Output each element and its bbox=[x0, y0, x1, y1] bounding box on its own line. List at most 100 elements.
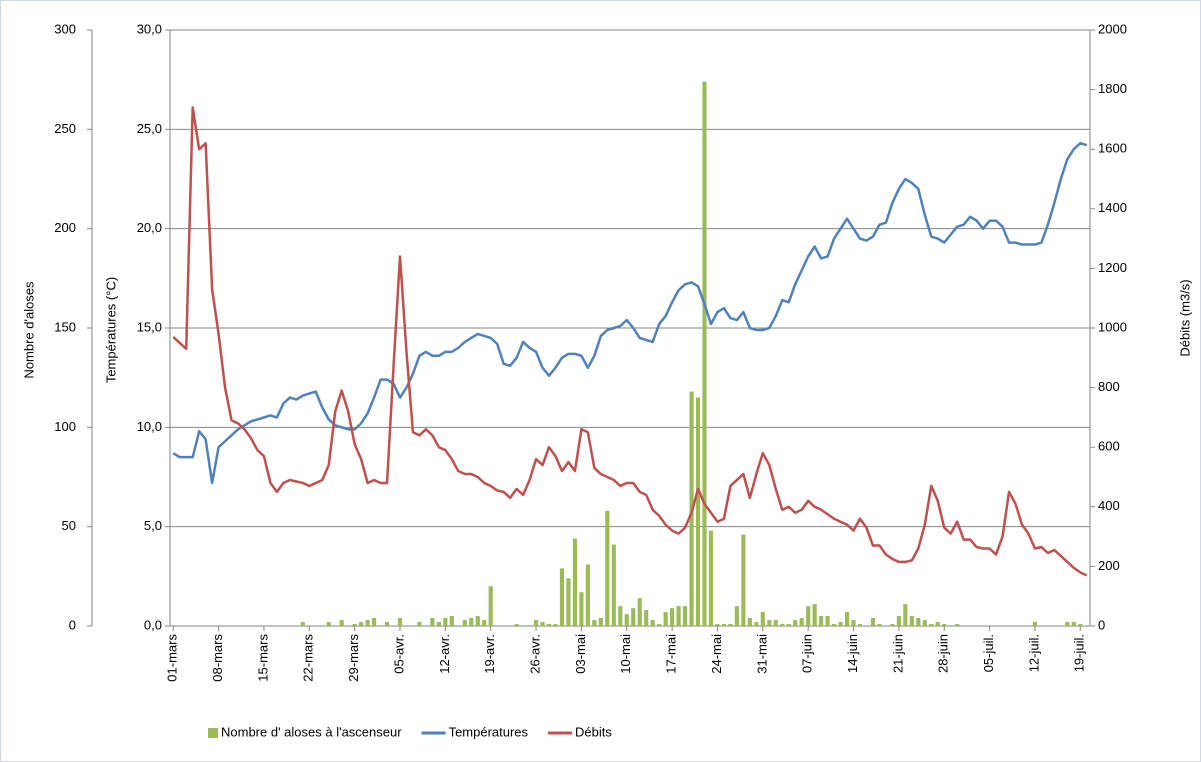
y-tick-label: 20,0 bbox=[137, 220, 162, 235]
bar bbox=[585, 564, 590, 626]
bar bbox=[514, 624, 519, 626]
legend-label: Nombre d' aloses à l'ascenseur bbox=[221, 724, 402, 739]
bar bbox=[682, 606, 688, 626]
x-tick-label: 12-avr. bbox=[437, 634, 452, 674]
bar bbox=[352, 624, 357, 626]
bar bbox=[909, 616, 914, 626]
y-axis-title: Températures (°C) bbox=[103, 277, 118, 383]
legend-label: Débits bbox=[575, 724, 612, 739]
bar bbox=[533, 620, 539, 626]
bar bbox=[670, 608, 675, 626]
bar bbox=[708, 530, 714, 626]
bar bbox=[436, 622, 441, 626]
y-tick-label: 0,0 bbox=[144, 617, 162, 632]
x-tick-label: 12-juil. bbox=[1026, 634, 1041, 672]
y3-tick-label: 50 bbox=[62, 518, 76, 533]
bar bbox=[546, 624, 552, 626]
y2-tick-label: 1200 bbox=[1098, 260, 1127, 275]
x-tick-label: 17-mai bbox=[664, 634, 679, 674]
bar bbox=[657, 624, 662, 626]
x-tick-label: 29-mars bbox=[346, 634, 361, 682]
bar bbox=[773, 620, 778, 626]
bar bbox=[579, 592, 584, 626]
bar bbox=[935, 622, 940, 626]
y2-axis-title: Débits (m3/s) bbox=[1177, 279, 1192, 356]
x-tick-label: 08-mars bbox=[210, 634, 225, 682]
bar bbox=[384, 622, 390, 626]
bar bbox=[767, 620, 772, 626]
bar bbox=[644, 610, 649, 626]
bar bbox=[540, 622, 545, 626]
y-tick-label: 25,0 bbox=[137, 121, 162, 136]
bar bbox=[741, 534, 746, 626]
bar bbox=[372, 618, 377, 626]
bar bbox=[624, 614, 629, 626]
line-series bbox=[172, 106, 1088, 577]
y-tick-label: 5,0 bbox=[144, 518, 162, 533]
x-tick-label: 19-juil. bbox=[1072, 634, 1087, 672]
bar bbox=[734, 606, 739, 626]
bar bbox=[1071, 622, 1076, 626]
bar bbox=[896, 616, 901, 626]
line-series bbox=[172, 141, 1088, 485]
y-tick-label: 10,0 bbox=[137, 419, 162, 434]
y2-tick-label: 800 bbox=[1098, 379, 1120, 394]
x-tick-label: 05-avr. bbox=[391, 634, 406, 674]
bar bbox=[443, 618, 448, 626]
y2-tick-label: 400 bbox=[1098, 498, 1120, 513]
y3-tick-label: 300 bbox=[54, 21, 76, 36]
bar bbox=[793, 620, 798, 626]
bar bbox=[1065, 622, 1070, 626]
bar bbox=[339, 620, 344, 626]
bar bbox=[922, 620, 927, 626]
x-tick-label: 31-mai bbox=[754, 634, 769, 674]
y3-tick-label: 100 bbox=[54, 419, 76, 434]
bar bbox=[832, 624, 837, 626]
bar bbox=[618, 606, 623, 626]
bar bbox=[844, 612, 850, 626]
bar bbox=[462, 620, 467, 626]
bar bbox=[430, 618, 435, 626]
bar bbox=[605, 510, 610, 626]
y2-tick-label: 600 bbox=[1098, 439, 1120, 454]
bar bbox=[300, 622, 305, 626]
bar bbox=[806, 606, 811, 626]
x-tick-label: 28-juin bbox=[936, 634, 951, 673]
y2-tick-label: 1000 bbox=[1098, 319, 1127, 334]
bar bbox=[592, 620, 597, 626]
y-tick-label: 15,0 bbox=[137, 319, 162, 334]
x-tick-label: 05-juil. bbox=[981, 634, 996, 672]
y3-axis-title: Nombre d'aloses bbox=[21, 281, 36, 379]
y3-tick-label: 200 bbox=[54, 220, 76, 235]
bar bbox=[715, 624, 720, 626]
x-tick-label: 10-mai bbox=[618, 634, 633, 674]
legend-swatch bbox=[208, 728, 218, 738]
legend-label: Températures bbox=[449, 724, 529, 739]
x-tick-label: 14-juin bbox=[845, 634, 860, 673]
bar bbox=[702, 81, 707, 627]
y2-tick-label: 0 bbox=[1098, 617, 1105, 632]
bar bbox=[676, 606, 681, 626]
bar bbox=[851, 620, 856, 626]
bar bbox=[663, 612, 668, 626]
bar bbox=[475, 616, 480, 626]
bar bbox=[326, 622, 331, 626]
y2-tick-label: 1600 bbox=[1098, 141, 1127, 156]
bar bbox=[650, 620, 655, 626]
y-tick-label: 30,0 bbox=[137, 21, 162, 36]
bar bbox=[566, 578, 571, 626]
bar bbox=[812, 604, 817, 626]
bar bbox=[1078, 624, 1083, 626]
bar bbox=[877, 624, 882, 626]
bar bbox=[637, 598, 642, 626]
y2-tick-label: 1800 bbox=[1098, 81, 1127, 96]
bar bbox=[942, 624, 947, 626]
x-tick-label: 03-mai bbox=[573, 634, 588, 674]
bar bbox=[488, 586, 493, 626]
bar bbox=[760, 612, 765, 626]
y3-tick-label: 0 bbox=[69, 617, 76, 632]
bar bbox=[559, 568, 565, 626]
bar bbox=[825, 616, 830, 626]
